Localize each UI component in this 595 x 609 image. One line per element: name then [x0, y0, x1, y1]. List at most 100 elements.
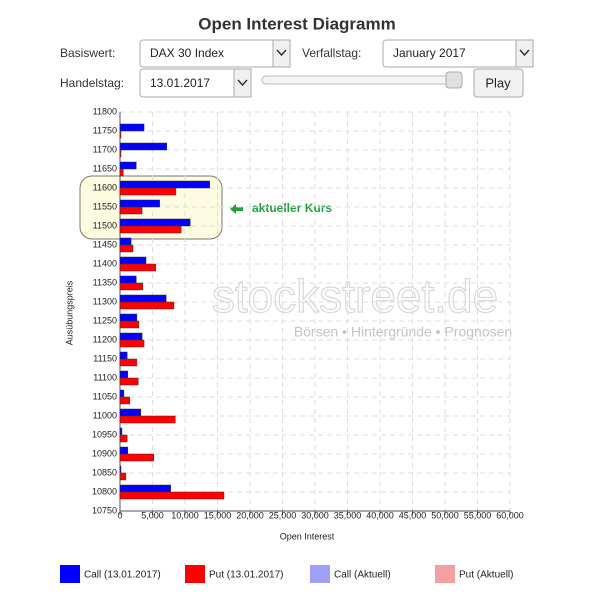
- bar: [119, 434, 128, 443]
- bar: [119, 339, 145, 348]
- select-button[interactable]: [515, 39, 534, 68]
- y-tick-label: 11650: [93, 163, 117, 173]
- y-tick-label: 10850: [92, 467, 117, 477]
- bar: [119, 446, 129, 455]
- y-tick-label: 11250: [93, 315, 117, 325]
- legend-label: Call (13.01.2017): [84, 570, 161, 581]
- y-tick-label: 10750: [92, 505, 117, 515]
- chevron: [519, 49, 530, 57]
- legend-label: Put (Aktuell): [459, 570, 513, 581]
- y-tick-label: 11600: [93, 182, 117, 192]
- bar: [119, 275, 137, 284]
- chevron: [237, 79, 248, 87]
- select-value: 13.01.2017: [150, 76, 210, 90]
- watermark-slogan: Börsen • Hintergründe • Prognosen: [294, 324, 512, 340]
- y-tick-label: 11800: [93, 106, 117, 116]
- bar: [119, 453, 155, 462]
- label: Handelstag:: [60, 76, 124, 90]
- x-tick-label: 50,000: [431, 510, 459, 520]
- legend-label: Call (Aktuell): [334, 570, 391, 581]
- bar: [119, 206, 143, 215]
- y-tick-label: 11550: [93, 201, 117, 211]
- y-tick-label: 11050: [93, 391, 117, 401]
- bar: [119, 389, 125, 398]
- select[interactable]: DAX 30 Index: [139, 39, 291, 68]
- y-tick-label: 11200: [93, 334, 117, 344]
- bar: [119, 149, 122, 158]
- select[interactable]: January 2017: [382, 39, 534, 68]
- bar: [119, 142, 168, 151]
- y-tick-label: 10900: [92, 448, 117, 458]
- x-tick-label: 30,000: [301, 510, 329, 520]
- bar: [119, 294, 167, 303]
- x-tick-label: 55,000: [464, 510, 492, 520]
- bar: [119, 377, 139, 386]
- x-tick-label: 40,000: [366, 510, 394, 520]
- bar: [119, 225, 182, 234]
- y-tick-label: 11150: [93, 353, 117, 363]
- select[interactable]: 13.01.2017: [139, 68, 252, 98]
- play-button[interactable]: [473, 68, 524, 98]
- bar: [119, 199, 160, 208]
- bar: [119, 187, 177, 196]
- slider-track[interactable]: [261, 75, 463, 85]
- bar: [119, 244, 134, 253]
- y-tick-label: 11350: [93, 277, 117, 287]
- y-tick-label: 11000: [93, 410, 117, 420]
- bar: [119, 465, 122, 474]
- bar: [119, 237, 132, 246]
- label: Verfallstag:: [302, 46, 361, 60]
- y-tick-label: 11400: [93, 258, 117, 268]
- legend-swatch: [310, 565, 330, 583]
- select-value: DAX 30 Index: [150, 46, 224, 60]
- bar: [119, 408, 142, 417]
- bar: [119, 180, 210, 189]
- bar: [119, 415, 176, 424]
- x-axis-label: Open Interest: [280, 531, 335, 541]
- bar: [119, 123, 145, 132]
- legend-label: Put (13.01.2017): [209, 570, 284, 581]
- bar: [119, 161, 137, 170]
- x-tick-label: 25,000: [269, 510, 297, 520]
- x-tick-label: 35,000: [334, 510, 362, 520]
- x-tick-label: 45,000: [399, 510, 427, 520]
- slider-thumb[interactable]: [445, 71, 463, 89]
- y-axis-label: Ausübungspreis: [64, 280, 74, 345]
- x-tick-label: 15,000: [204, 510, 232, 520]
- y-tick-label: 11100: [93, 372, 117, 382]
- select-button[interactable]: [233, 68, 252, 98]
- annotation-arrow: [230, 204, 243, 214]
- legend-swatch: [185, 565, 205, 583]
- bar: [119, 396, 130, 405]
- x-tick-label: 10,000: [171, 510, 199, 520]
- bar: [119, 301, 175, 310]
- bar: [119, 332, 143, 341]
- legend-swatch: [60, 565, 80, 583]
- y-tick-label: 11700: [93, 144, 117, 154]
- y-tick-label: 10800: [92, 486, 117, 496]
- x-tick-label: 5,000: [141, 510, 164, 520]
- select-button[interactable]: [272, 39, 291, 68]
- y-tick-label: 10950: [92, 429, 117, 439]
- select-value: January 2017: [393, 46, 466, 60]
- bar: [119, 313, 138, 322]
- bar: [119, 282, 143, 291]
- chevron: [276, 49, 287, 57]
- x-tick-label: 0: [117, 510, 122, 520]
- y-tick-label: 11450: [93, 239, 117, 249]
- bar: [119, 370, 129, 379]
- legend-swatch: [435, 565, 455, 583]
- bar: [119, 351, 128, 360]
- label: Basiswert:: [60, 46, 115, 60]
- chart-title: Open Interest Diagramm: [198, 14, 395, 33]
- bar: [119, 472, 127, 481]
- bar: [119, 358, 138, 367]
- x-tick-label: 20,000: [236, 510, 264, 520]
- y-tick-label: 11300: [93, 296, 117, 306]
- bar: [119, 491, 225, 500]
- bar: [119, 256, 147, 265]
- x-tick-label: 60,000: [496, 510, 524, 520]
- annotation: aktueller Kurs: [252, 201, 332, 215]
